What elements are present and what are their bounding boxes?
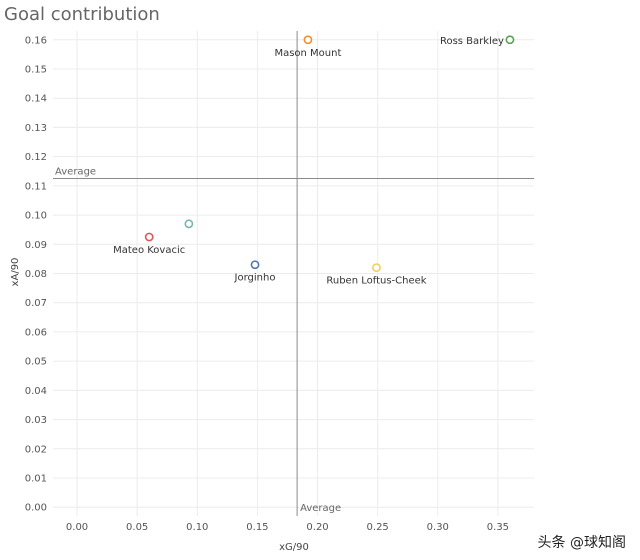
x-tick-label: 0.30 xyxy=(427,522,449,533)
y-tick-label: 0.01 xyxy=(25,474,47,485)
y-tick-label: 0.00 xyxy=(25,503,47,514)
watermark: 头条 @球知阁 xyxy=(537,535,626,551)
tick-labels: 0.00 0.05 0.10 0.15 0.20 0.25 0.30 0.35 0.00 0.01… xyxy=(25,35,509,533)
y-tick-label: 0.15 xyxy=(25,64,47,75)
x-tick-label: 0.05 xyxy=(126,522,148,533)
y-average-label: Average xyxy=(55,167,96,178)
x-tick-label: 0.20 xyxy=(306,522,328,533)
y-tick-label: 0.06 xyxy=(25,327,47,338)
x-tick-label: 0.15 xyxy=(246,522,268,533)
data-point xyxy=(372,263,381,273)
y-tick-label: 0.13 xyxy=(25,123,47,134)
data-point xyxy=(303,35,313,45)
y-tick-label: 0.16 xyxy=(25,35,47,46)
data-point xyxy=(250,260,260,270)
data-point xyxy=(184,219,194,229)
x-axis-label: xG/90 xyxy=(279,542,309,553)
y-tick-label: 0.07 xyxy=(25,298,47,309)
y-tick-label: 0.14 xyxy=(25,94,47,105)
x-tick-label: 0.10 xyxy=(186,522,208,533)
grid xyxy=(53,31,534,516)
y-tick-label: 0.04 xyxy=(25,386,47,397)
y-tick-label: 0.12 xyxy=(25,152,47,163)
data-point-label: Mateo Kovacic xyxy=(113,245,185,256)
y-tick-label: 0.02 xyxy=(25,444,47,455)
y-tick-label: 0.03 xyxy=(25,415,47,426)
reference-lines: Average Average xyxy=(53,31,534,516)
y-tick-label: 0.09 xyxy=(25,240,47,251)
data-point-label: Ross Barkley xyxy=(440,36,504,47)
x-tick-label: 0.35 xyxy=(487,522,509,533)
data-points: Ross Barkley Mason Mount Mateo Kovacic Jorg… xyxy=(113,35,515,287)
y-axis-label: xA/90 xyxy=(10,258,21,287)
y-tick-label: 0.08 xyxy=(25,269,47,280)
data-point-label: Ruben Loftus-Cheek xyxy=(326,276,426,287)
x-tick-label: 0.00 xyxy=(66,522,88,533)
x-average-label: Average xyxy=(300,503,341,514)
data-point-label: Jorginho xyxy=(234,273,276,284)
x-tick-label: 0.25 xyxy=(367,522,389,533)
chart-title: Goal contribution xyxy=(4,4,160,25)
data-point xyxy=(144,232,154,242)
y-tick-label: 0.10 xyxy=(25,211,47,222)
data-point-label: Mason Mount xyxy=(274,48,341,59)
y-tick-label: 0.05 xyxy=(25,357,47,368)
data-point xyxy=(505,35,515,45)
y-tick-label: 0.11 xyxy=(25,181,47,192)
